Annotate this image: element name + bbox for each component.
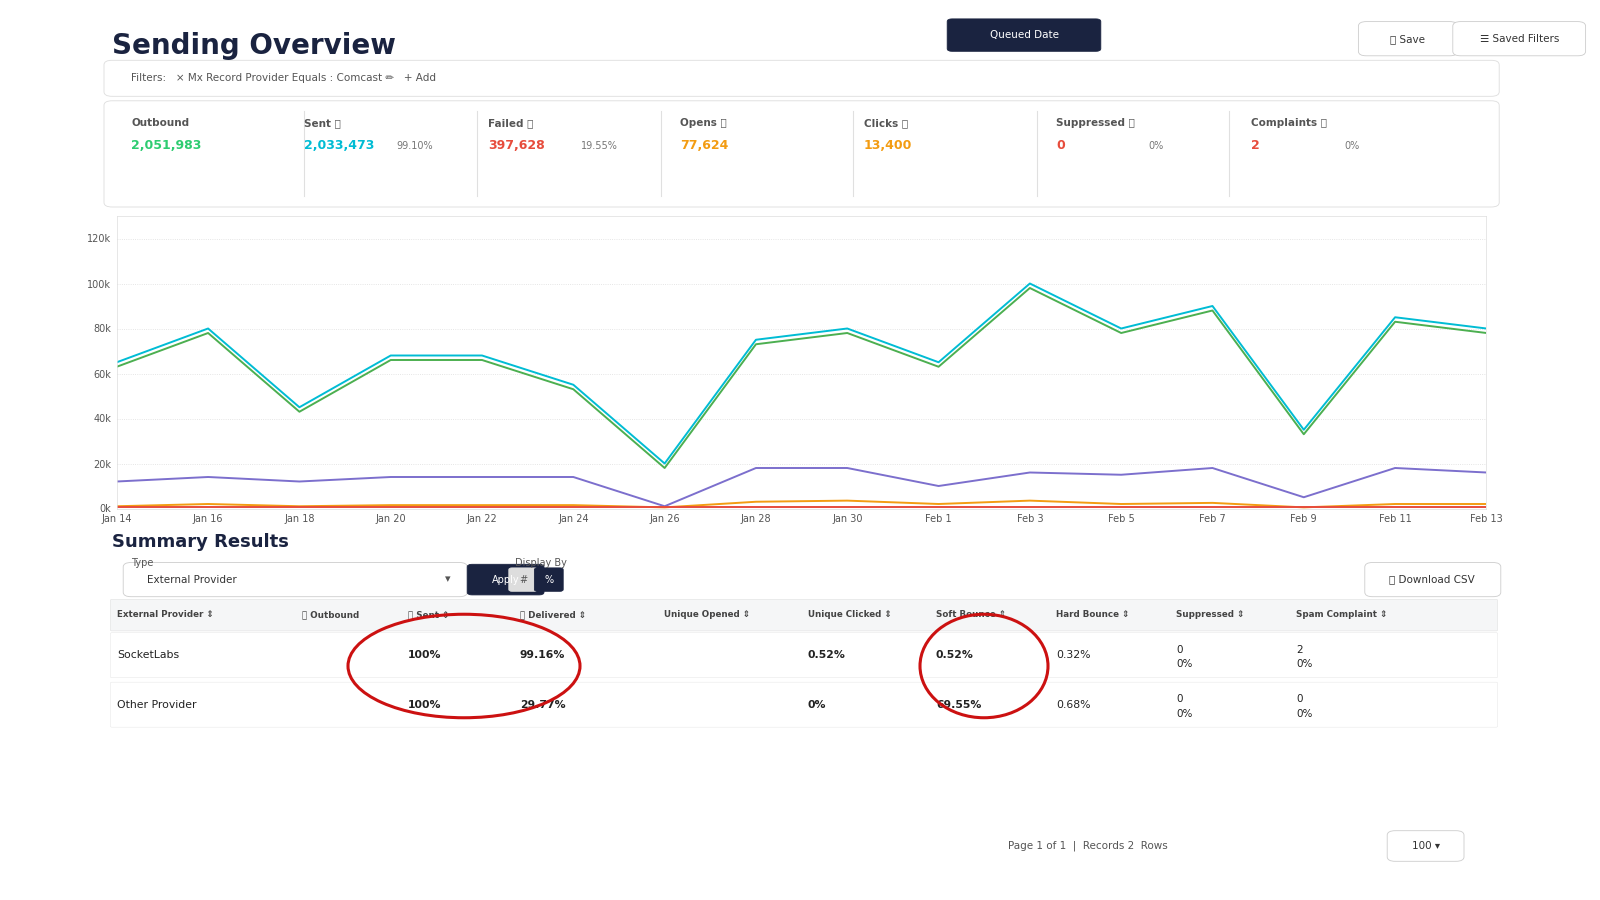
- Text: Apply: Apply: [491, 574, 520, 585]
- Text: Queued Date: Queued Date: [989, 30, 1059, 40]
- Text: Suppressed ⓘ: Suppressed ⓘ: [1056, 118, 1134, 129]
- Text: 0%: 0%: [808, 699, 827, 710]
- Text: 0%: 0%: [1176, 708, 1192, 719]
- Text: 0: 0: [1176, 694, 1182, 705]
- Text: 100 ▾: 100 ▾: [1411, 841, 1440, 851]
- FancyBboxPatch shape: [1365, 562, 1501, 597]
- FancyBboxPatch shape: [1358, 22, 1458, 56]
- Text: SocketLabs: SocketLabs: [117, 650, 179, 661]
- Text: ⓘ Sent ⇕: ⓘ Sent ⇕: [408, 610, 450, 619]
- FancyBboxPatch shape: [104, 60, 1499, 96]
- Text: Filters:   × Mx Record Provider Equals : Comcast ✏   + Add: Filters: × Mx Record Provider Equals : C…: [131, 73, 437, 84]
- Text: 0%: 0%: [1344, 140, 1360, 151]
- Text: Complaints ⓘ: Complaints ⓘ: [1251, 118, 1328, 129]
- Text: 99.16%: 99.16%: [520, 650, 565, 661]
- Text: 0.32%: 0.32%: [1056, 650, 1091, 661]
- Text: 0.52%: 0.52%: [808, 650, 846, 661]
- Text: Outbound: Outbound: [131, 118, 189, 129]
- Text: ☰ Saved Filters: ☰ Saved Filters: [1480, 33, 1560, 44]
- FancyBboxPatch shape: [534, 568, 563, 591]
- Text: 2: 2: [1251, 140, 1259, 152]
- Text: Suppressed ⇕: Suppressed ⇕: [1176, 610, 1245, 619]
- Text: ▾: ▾: [445, 574, 451, 585]
- Text: %: %: [544, 574, 554, 585]
- FancyBboxPatch shape: [467, 564, 544, 595]
- Text: Unique Opened ⇕: Unique Opened ⇕: [664, 610, 750, 619]
- Text: 19.55%: 19.55%: [581, 140, 618, 151]
- Text: 0: 0: [1056, 140, 1064, 152]
- Text: Summary Results: Summary Results: [112, 533, 290, 551]
- Text: 29.77%: 29.77%: [520, 699, 566, 710]
- Text: 0: 0: [1176, 644, 1182, 655]
- FancyBboxPatch shape: [1387, 831, 1464, 861]
- Text: Display By: Display By: [515, 557, 566, 568]
- FancyBboxPatch shape: [947, 19, 1101, 51]
- FancyBboxPatch shape: [110, 633, 1498, 678]
- Text: Spam Complaint ⇕: Spam Complaint ⇕: [1296, 610, 1387, 619]
- Text: Opens ⓘ: Opens ⓘ: [680, 118, 726, 129]
- FancyBboxPatch shape: [104, 101, 1499, 207]
- Text: Soft Bounce ⇕: Soft Bounce ⇕: [936, 610, 1006, 619]
- FancyBboxPatch shape: [509, 568, 538, 591]
- Text: External Provider ⇕: External Provider ⇕: [117, 610, 213, 619]
- Text: 0%: 0%: [1176, 659, 1192, 670]
- Text: 💾 Save: 💾 Save: [1390, 33, 1426, 44]
- Text: 100%: 100%: [408, 699, 442, 710]
- Text: 2: 2: [1296, 644, 1302, 655]
- Text: Clicks ⓘ: Clicks ⓘ: [864, 118, 909, 129]
- Text: Other Provider: Other Provider: [117, 699, 197, 710]
- Text: External Provider: External Provider: [147, 574, 237, 585]
- Text: 13,400: 13,400: [864, 140, 912, 152]
- Text: Type: Type: [131, 557, 154, 568]
- Text: 99.10%: 99.10%: [397, 140, 434, 151]
- Text: 0%: 0%: [1296, 708, 1312, 719]
- Text: 397,628: 397,628: [488, 140, 544, 152]
- Text: 2,033,473: 2,033,473: [304, 140, 374, 152]
- Text: 0%: 0%: [1149, 140, 1165, 151]
- FancyBboxPatch shape: [123, 562, 467, 597]
- Text: 0.68%: 0.68%: [1056, 699, 1091, 710]
- Text: 77,624: 77,624: [680, 140, 728, 152]
- Text: 0%: 0%: [1296, 659, 1312, 670]
- Text: Sending Overview: Sending Overview: [112, 32, 395, 59]
- Text: 0.52%: 0.52%: [936, 650, 974, 661]
- Text: Hard Bounce ⇕: Hard Bounce ⇕: [1056, 610, 1130, 619]
- Text: Failed ⓘ: Failed ⓘ: [488, 118, 533, 129]
- FancyBboxPatch shape: [110, 682, 1498, 727]
- FancyBboxPatch shape: [1453, 22, 1586, 56]
- Text: 2,051,983: 2,051,983: [131, 140, 202, 152]
- Text: 100%: 100%: [408, 650, 442, 661]
- Text: ⓘ Outbound: ⓘ Outbound: [296, 610, 360, 619]
- Text: Sent ⓘ: Sent ⓘ: [304, 118, 341, 129]
- Text: Page 1 of 1  |  Records 2  Rows: Page 1 of 1 | Records 2 Rows: [1008, 841, 1168, 851]
- Text: 0: 0: [1296, 694, 1302, 705]
- Text: #: #: [518, 574, 528, 585]
- Text: Unique Clicked ⇕: Unique Clicked ⇕: [808, 610, 891, 619]
- FancyBboxPatch shape: [110, 599, 1498, 631]
- Text: 💾 Download CSV: 💾 Download CSV: [1389, 574, 1475, 585]
- Text: ⓘ Delivered ⇕: ⓘ Delivered ⇕: [520, 610, 586, 619]
- Text: 69.55%: 69.55%: [936, 699, 981, 710]
